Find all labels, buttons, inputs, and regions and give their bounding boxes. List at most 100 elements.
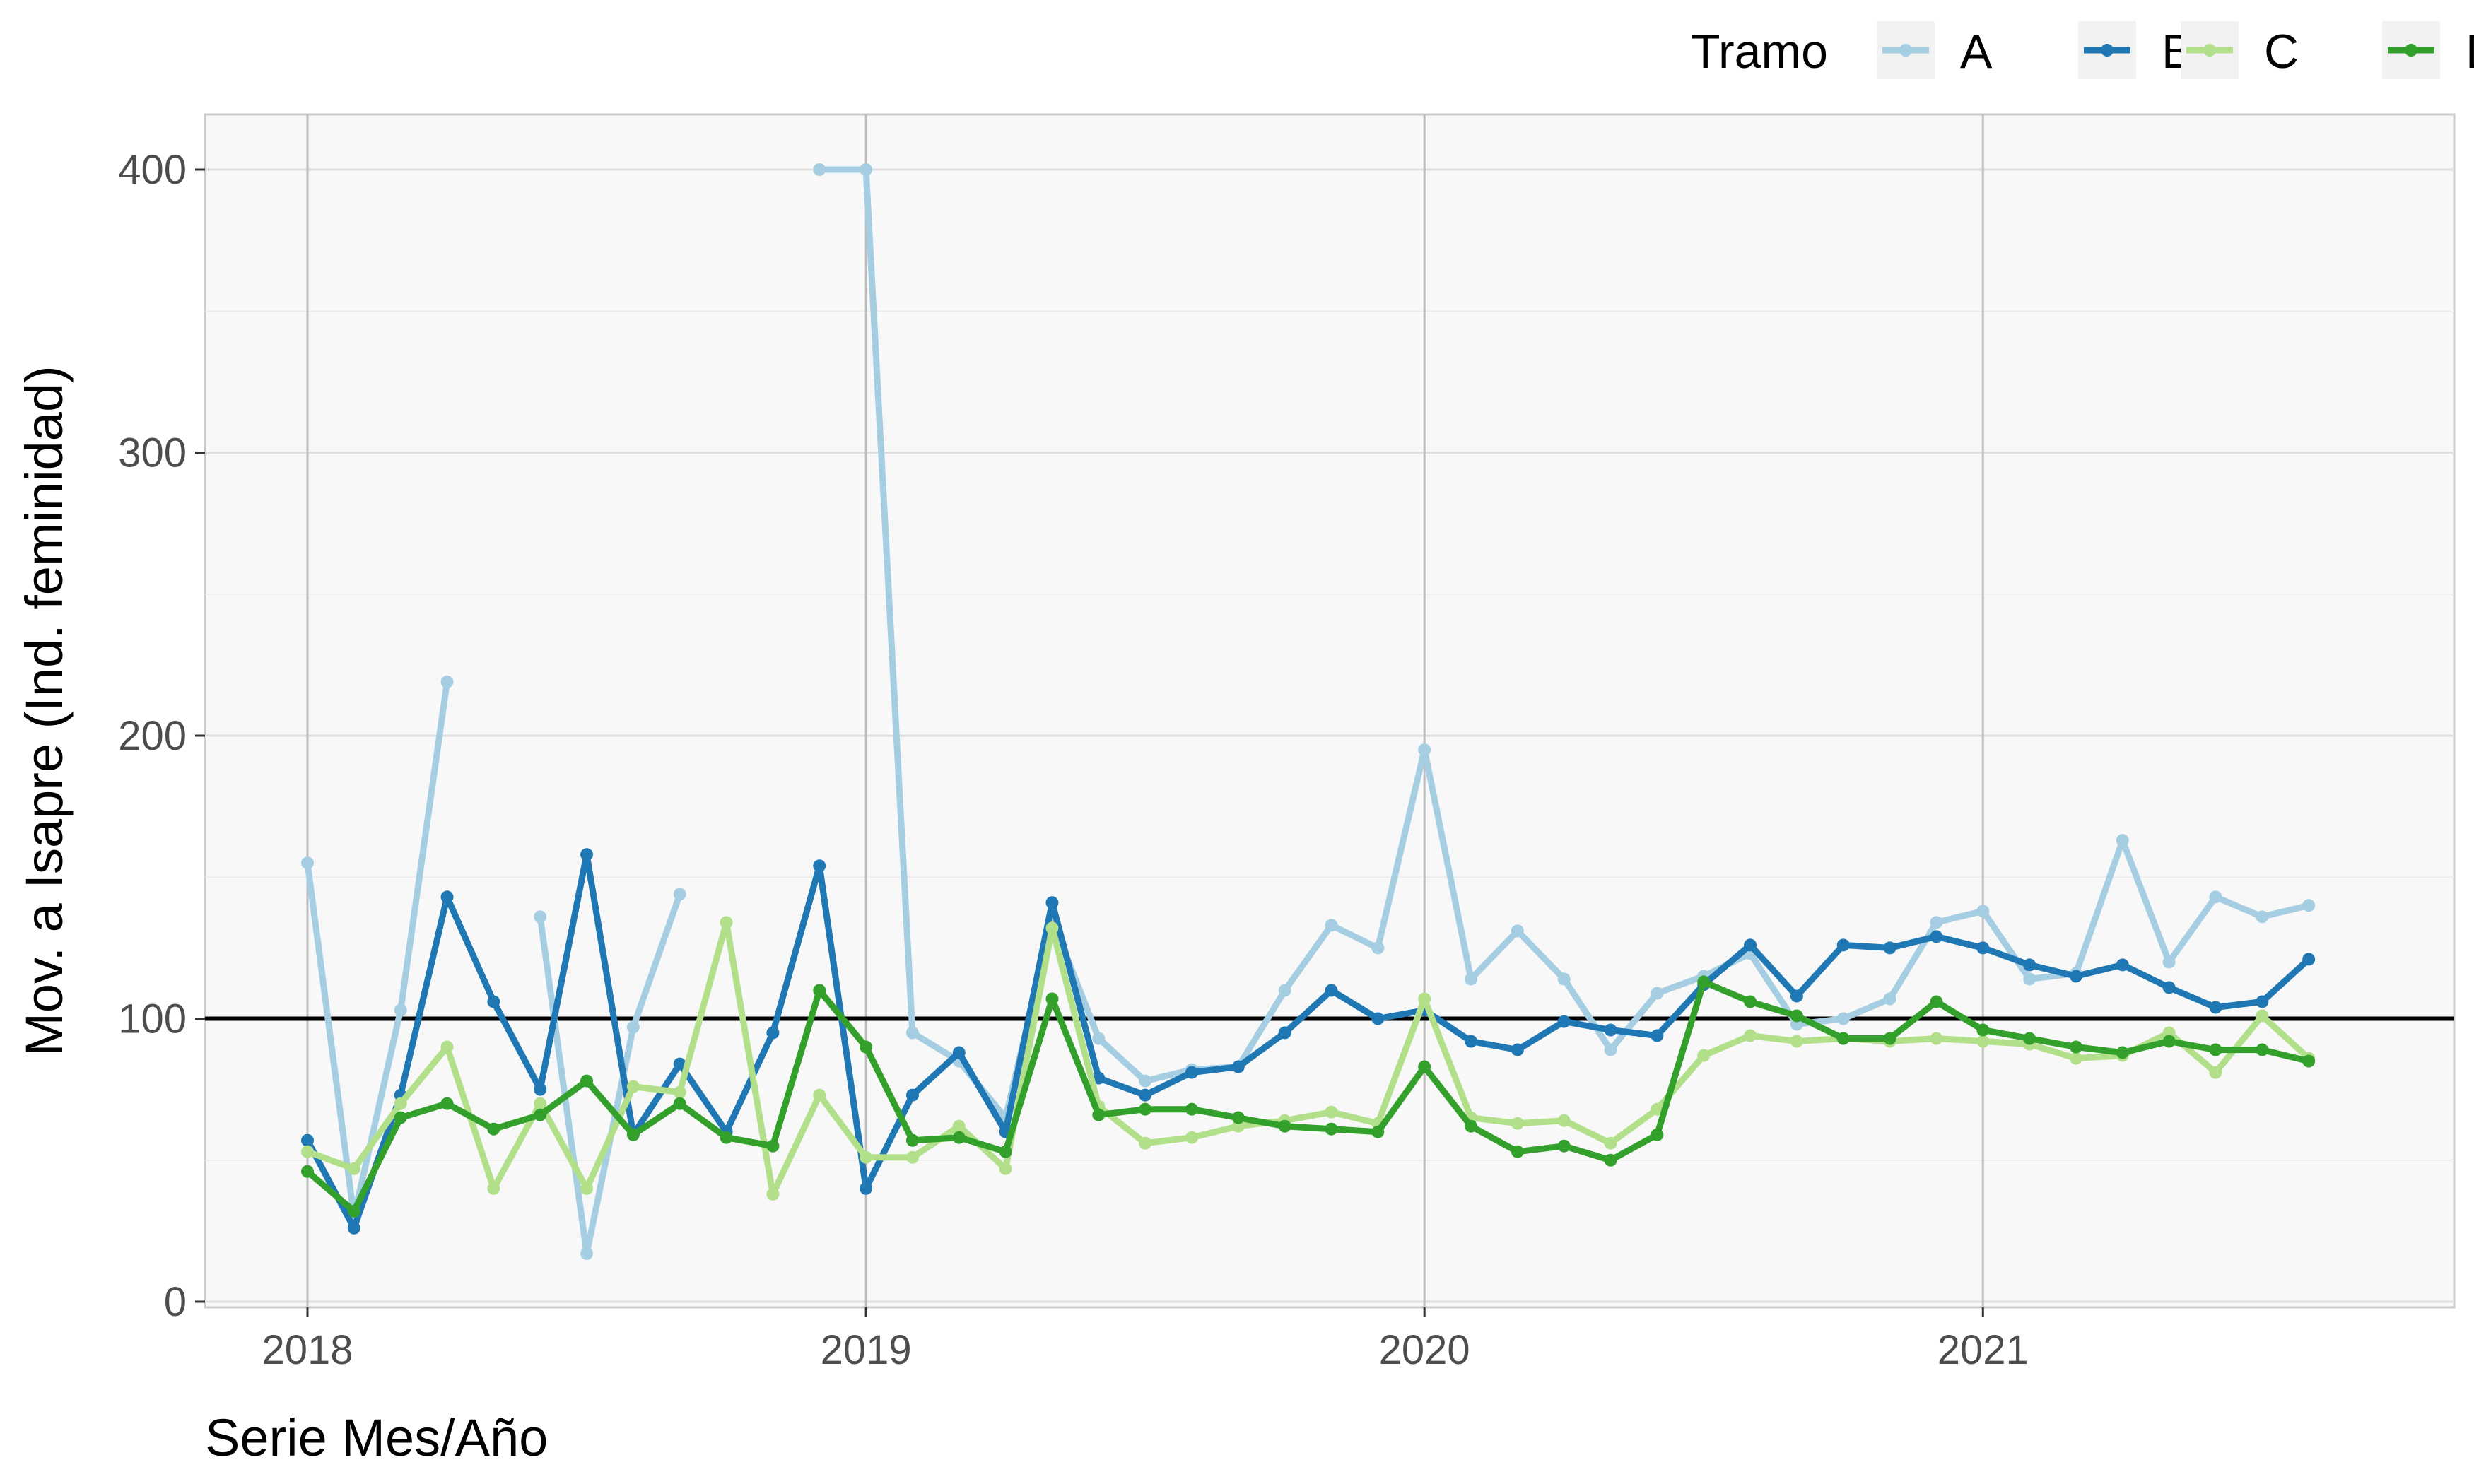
data-point-A: [580, 1247, 594, 1260]
data-point-B: [440, 890, 454, 904]
data-point-C: [952, 1119, 966, 1133]
data-point-D: [440, 1097, 454, 1110]
data-point-B: [1557, 1015, 1571, 1028]
legend: Tramo ABCD: [1691, 21, 2474, 79]
data-point-A: [1092, 1032, 1106, 1045]
series-line-C: [304, 919, 2312, 1198]
legend-key-point: [2203, 44, 2216, 57]
data-point-C: [999, 1162, 1012, 1175]
series-group: [301, 163, 2316, 1260]
legend-key-point: [2405, 44, 2417, 57]
data-point-C: [626, 1080, 640, 1093]
data-point-C: [1697, 1049, 1711, 1062]
data-point-B: [1325, 984, 1338, 997]
data-point-D: [1418, 1060, 1431, 1073]
y-tick-label: 300: [118, 430, 187, 476]
data-point-A: [534, 910, 547, 924]
data-point-C: [487, 1182, 500, 1195]
legend-key-point: [1899, 44, 1912, 57]
x-tick-label: 2018: [262, 1327, 353, 1373]
y-tick-label: 0: [164, 1279, 187, 1325]
data-point-A: [1465, 972, 1478, 986]
data-point-D: [2116, 1046, 2129, 1059]
data-point-D: [580, 1074, 594, 1088]
data-point-A: [2256, 910, 2269, 924]
data-point-A: [394, 1003, 407, 1017]
data-point-D: [2162, 1035, 2176, 1048]
data-point-D: [1604, 1153, 1617, 1167]
legend-label-D: D: [2466, 25, 2474, 78]
data-point-B: [2162, 981, 2176, 994]
data-point-B: [1930, 930, 1943, 943]
data-point-D: [1744, 995, 1757, 1008]
x-tick-label: 2021: [1937, 1327, 2029, 1373]
data-point-D: [301, 1165, 314, 1178]
data-point-C: [1744, 1029, 1757, 1042]
data-point-D: [1371, 1125, 1385, 1138]
data-point-C: [1930, 1032, 1943, 1045]
data-point-A: [1976, 905, 1990, 918]
data-point-B: [2023, 958, 2036, 972]
data-point-B: [1231, 1060, 1245, 1073]
data-point-B: [813, 859, 826, 873]
data-point-D: [860, 1040, 873, 1054]
data-point-A: [1325, 919, 1338, 932]
data-point-D: [1697, 975, 1711, 989]
axes: 0 100 200 300 400 2018 2019 2020 2021: [118, 147, 2029, 1373]
data-point-C: [580, 1182, 594, 1195]
data-point-A: [1836, 1012, 1850, 1025]
data-point-B: [1278, 1026, 1291, 1040]
data-point-D: [2209, 1043, 2222, 1056]
data-point-A: [2116, 834, 2129, 847]
data-point-A: [673, 888, 686, 901]
data-point-D: [1836, 1032, 1850, 1045]
data-point-D: [394, 1111, 407, 1124]
data-point-C: [1418, 992, 1431, 1006]
data-point-B: [1371, 1012, 1385, 1025]
legend-title: Tramo: [1691, 25, 1828, 78]
data-point-A: [1371, 941, 1385, 955]
data-point-B: [347, 1221, 360, 1235]
data-point-D: [1790, 1009, 1803, 1023]
data-point-C: [720, 916, 733, 929]
data-point-A: [440, 675, 454, 688]
data-point-B: [1511, 1043, 1524, 1056]
data-point-D: [2069, 1040, 2082, 1054]
data-point-D: [1511, 1145, 1524, 1158]
data-point-D: [1651, 1128, 1664, 1141]
data-point-D: [1883, 1032, 1896, 1045]
data-point-C: [2209, 1066, 2222, 1079]
data-point-C: [2256, 1009, 2269, 1023]
data-point-D: [1325, 1122, 1338, 1136]
x-axis-title: Serie Mes/Año: [205, 1408, 548, 1467]
data-point-D: [1278, 1119, 1291, 1133]
data-point-D: [905, 1133, 919, 1147]
x-tick-label: 2020: [1379, 1327, 1470, 1373]
legend-key-B: [2078, 21, 2136, 79]
data-point-B: [2069, 970, 2082, 983]
data-point-A: [1651, 987, 1664, 1000]
legend-label-C: C: [2264, 25, 2299, 78]
data-point-A: [1418, 743, 1431, 757]
data-point-B: [766, 1026, 780, 1040]
legend-key-point: [2101, 44, 2114, 57]
legend-label-A: A: [1960, 25, 1993, 78]
data-point-B: [952, 1046, 966, 1059]
data-point-C: [394, 1097, 407, 1110]
data-point-A: [1278, 984, 1291, 997]
data-point-D: [1045, 992, 1059, 1006]
data-point-B: [2302, 953, 2316, 966]
data-point-B: [1139, 1088, 1152, 1102]
data-point-A: [2209, 890, 2222, 904]
data-point-D: [1930, 995, 1943, 1008]
data-point-A: [1557, 972, 1571, 986]
data-point-B: [1883, 941, 1896, 955]
data-point-B: [1092, 1071, 1106, 1085]
data-point-B: [860, 1182, 873, 1195]
data-point-C: [301, 1145, 314, 1158]
data-point-C: [534, 1097, 547, 1110]
data-point-C: [860, 1150, 873, 1164]
data-point-C: [347, 1162, 360, 1175]
data-point-A: [1511, 924, 1524, 938]
